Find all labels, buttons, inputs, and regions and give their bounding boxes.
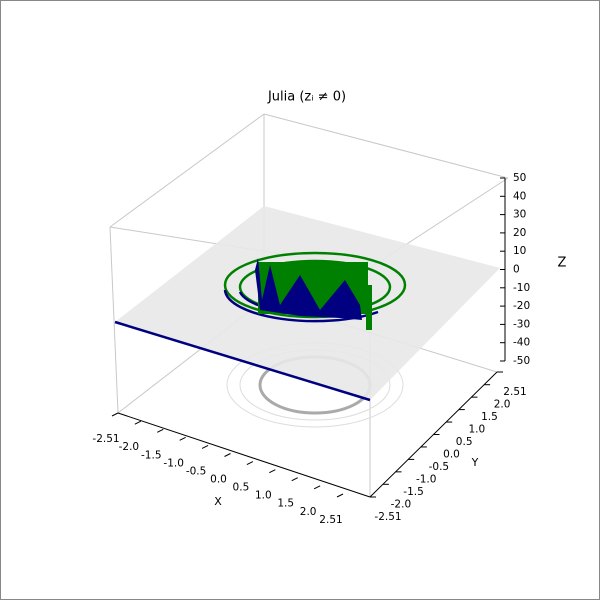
- chart-title: Julia (zᵢ ≠ 0): [267, 90, 346, 105]
- x-tick: [201, 444, 209, 449]
- x-tick-label: 0.0: [210, 474, 227, 486]
- x-tick: [134, 420, 142, 425]
- z-tick-label: -30: [513, 318, 530, 330]
- z-tick-label: -50: [513, 355, 530, 367]
- y-tick-label: 2.51: [503, 386, 526, 398]
- x-tick-label: -0.5: [186, 465, 207, 477]
- x-tick-label: 2.51: [319, 514, 342, 526]
- y-tick-label: 2.0: [494, 399, 511, 411]
- x-tick-label: 0.5: [233, 482, 250, 494]
- z-tick-label: 40: [513, 190, 526, 202]
- z-tick-label: 20: [513, 227, 526, 239]
- y-tick-label: 0.0: [443, 449, 460, 461]
- z-tick-label: 10: [513, 245, 526, 257]
- x-tick: [313, 485, 321, 490]
- surface: [223, 251, 407, 330]
- x-tick: [179, 436, 186, 441]
- z-axis-label: Z: [558, 256, 567, 271]
- x-tick-label: 1.5: [277, 498, 294, 510]
- x-tick-label: -1.0: [163, 457, 184, 469]
- x-tick: [224, 453, 231, 457]
- y-tick-label: -0.5: [429, 461, 450, 473]
- y-tick-label: 0.5: [456, 436, 473, 448]
- z-tick-label: 30: [513, 209, 526, 221]
- z-tick-label: -20: [513, 300, 530, 312]
- x-tick: [269, 469, 276, 474]
- x-tick: [157, 428, 164, 433]
- x-tick: [246, 461, 254, 466]
- z-tick-label: -40: [513, 337, 530, 349]
- x-axis-label: X: [214, 495, 222, 508]
- y-tick-label: 1.0: [468, 424, 485, 436]
- y-tick-label: -1.5: [403, 486, 424, 498]
- z-tick-label: -10: [513, 282, 530, 294]
- x-tick: [336, 493, 344, 498]
- y-tick-label: -2.51: [374, 511, 401, 523]
- y-tick-label: -2.0: [391, 498, 412, 510]
- x-tick: [111, 412, 119, 417]
- z-tick-label: 50: [513, 172, 526, 184]
- y-tick-label: -1.0: [416, 473, 437, 485]
- x-tick-label: 2.0: [300, 506, 317, 518]
- z-tick-label: 0: [513, 264, 520, 276]
- edge-line: [114, 320, 371, 402]
- y-axis-label: Y: [471, 456, 479, 469]
- x-tick-label: -2.0: [119, 441, 140, 453]
- x-tick-label: -2.51: [92, 433, 119, 445]
- x-tick: [291, 477, 298, 482]
- x-tick-label: -1.5: [141, 449, 162, 461]
- x-tick-label: 1.0: [255, 490, 272, 502]
- y-tick-label: 1.5: [481, 411, 498, 423]
